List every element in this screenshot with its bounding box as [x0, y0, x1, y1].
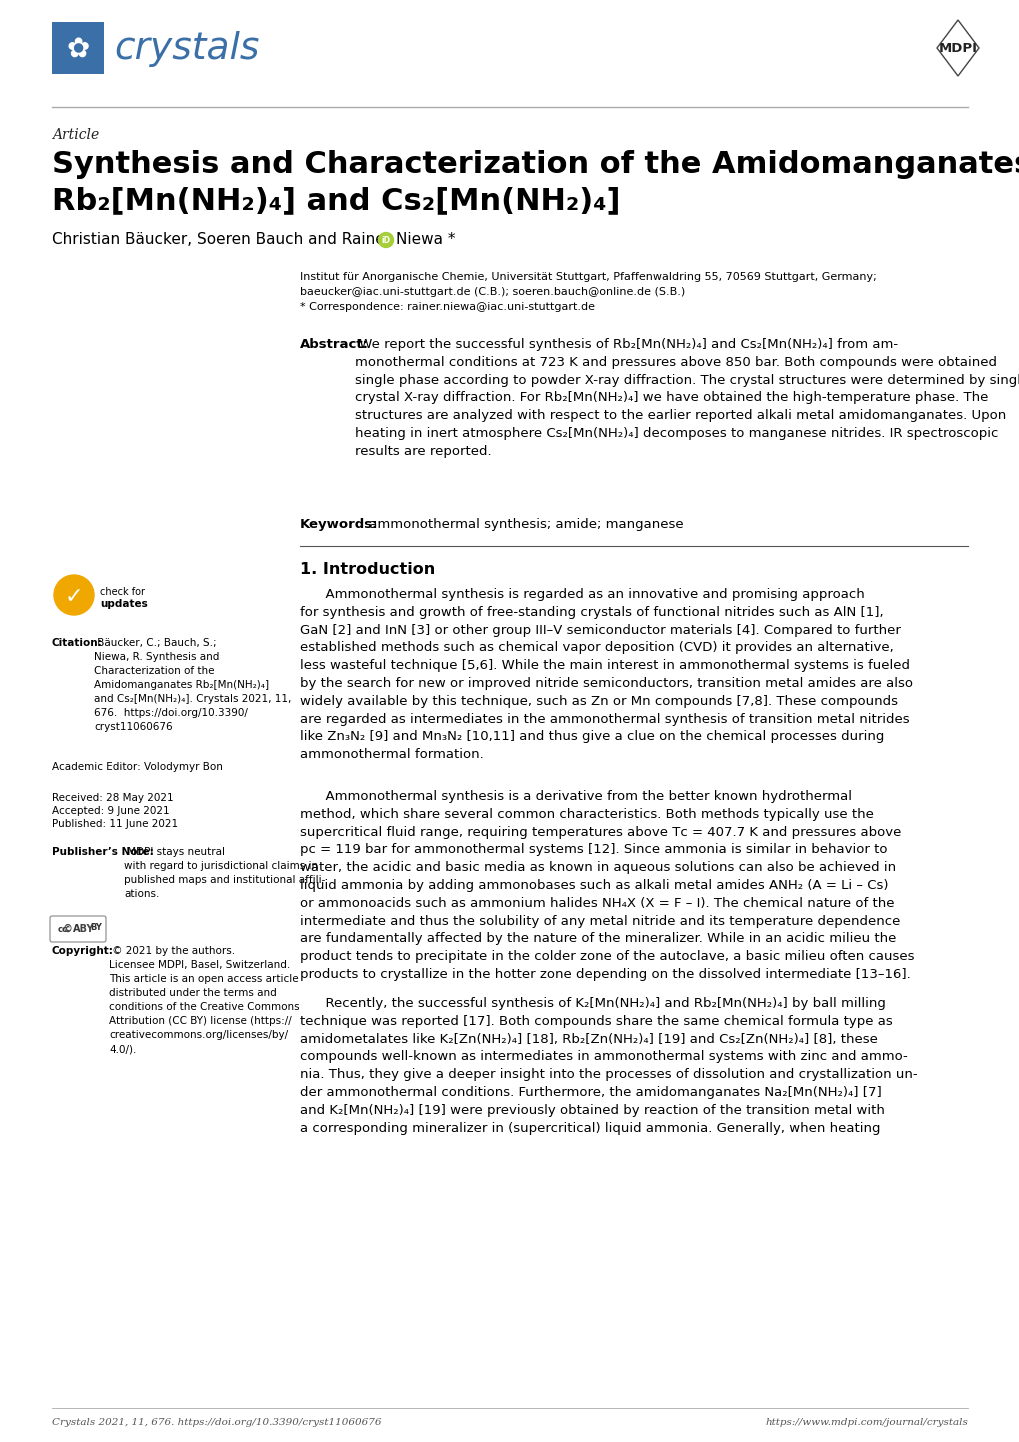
- Text: BY: BY: [90, 923, 102, 933]
- FancyBboxPatch shape: [52, 22, 104, 74]
- Text: Bäucker, C.; Bauch, S.;
Niewa, R. Synthesis and
Characterization of the
Amidoman: Bäucker, C.; Bauch, S.; Niewa, R. Synthe…: [94, 637, 291, 733]
- Text: ammonothermal synthesis; amide; manganese: ammonothermal synthesis; amide; manganes…: [365, 518, 683, 531]
- Text: https://www.mdpi.com/journal/crystals: https://www.mdpi.com/journal/crystals: [764, 1417, 967, 1428]
- Text: Crystals 2021, 11, 676. https://doi.org/10.3390/cryst11060676: Crystals 2021, 11, 676. https://doi.org/…: [52, 1417, 381, 1428]
- Text: MDPI: MDPI: [937, 42, 976, 55]
- Text: Synthesis and Characterization of the Amidomanganates: Synthesis and Characterization of the Am…: [52, 150, 1019, 179]
- Text: MDPI stays neutral
with regard to jurisdictional claims in
published maps and in: MDPI stays neutral with regard to jurisd…: [124, 846, 325, 898]
- Text: Institut für Anorganische Chemie, Universität Stuttgart, Pfaffenwaldring 55, 705: Institut für Anorganische Chemie, Univer…: [300, 273, 876, 283]
- Text: 1. Introduction: 1. Introduction: [300, 562, 435, 577]
- Text: Copyright:: Copyright:: [52, 946, 114, 956]
- Text: Academic Editor: Volodymyr Bon: Academic Editor: Volodymyr Bon: [52, 761, 223, 771]
- Text: Citation:: Citation:: [52, 637, 103, 647]
- Text: ✿: ✿: [66, 35, 90, 63]
- Text: Received: 28 May 2021: Received: 28 May 2021: [52, 793, 173, 803]
- Text: check for: check for: [100, 587, 145, 597]
- Text: cc: cc: [58, 924, 68, 933]
- FancyBboxPatch shape: [50, 916, 106, 942]
- Text: ©  BY: © BY: [63, 924, 93, 934]
- Text: Accepted: 9 June 2021: Accepted: 9 June 2021: [52, 806, 169, 816]
- Text: crystals: crystals: [114, 30, 259, 66]
- Text: baeucker@iac.uni-stuttgart.de (C.B.); soeren.bauch@online.de (S.B.): baeucker@iac.uni-stuttgart.de (C.B.); so…: [300, 287, 685, 297]
- Text: Ammonothermal synthesis is regarded as an innovative and promising approach
for : Ammonothermal synthesis is regarded as a…: [300, 588, 912, 761]
- Circle shape: [378, 232, 393, 248]
- Text: iD: iD: [381, 236, 390, 245]
- Polygon shape: [936, 20, 978, 76]
- Text: updates: updates: [100, 598, 148, 609]
- Circle shape: [54, 575, 94, 614]
- Text: ✓: ✓: [64, 587, 84, 607]
- Text: Ammonothermal synthesis is a derivative from the better known hydrothermal
metho: Ammonothermal synthesis is a derivative …: [300, 790, 914, 981]
- Text: Recently, the successful synthesis of K₂[Mn(NH₂)₄] and Rb₂[Mn(NH₂)₄] by ball mil: Recently, the successful synthesis of K₂…: [300, 996, 917, 1135]
- Text: © 2021 by the authors.
Licensee MDPI, Basel, Switzerland.
This article is an ope: © 2021 by the authors. Licensee MDPI, Ba…: [109, 946, 300, 1054]
- Text: Abstract:: Abstract:: [300, 337, 369, 350]
- Text: A: A: [73, 924, 81, 934]
- Text: Christian Bäucker, Soeren Bauch and Rainer Niewa *: Christian Bäucker, Soeren Bauch and Rain…: [52, 232, 455, 247]
- Text: Publisher’s Note:: Publisher’s Note:: [52, 846, 154, 857]
- Text: * Correspondence: rainer.niewa@iac.uni-stuttgart.de: * Correspondence: rainer.niewa@iac.uni-s…: [300, 301, 594, 311]
- Text: Rb₂[Mn(NH₂)₄] and Cs₂[Mn(NH₂)₄]: Rb₂[Mn(NH₂)₄] and Cs₂[Mn(NH₂)₄]: [52, 186, 620, 215]
- Text: Article: Article: [52, 128, 99, 141]
- Text: Published: 11 June 2021: Published: 11 June 2021: [52, 819, 178, 829]
- Text: We report the successful synthesis of Rb₂[Mn(NH₂)₄] and Cs₂[Mn(NH₂)₄] from am-
m: We report the successful synthesis of Rb…: [355, 337, 1019, 457]
- Text: Keywords:: Keywords:: [300, 518, 378, 531]
